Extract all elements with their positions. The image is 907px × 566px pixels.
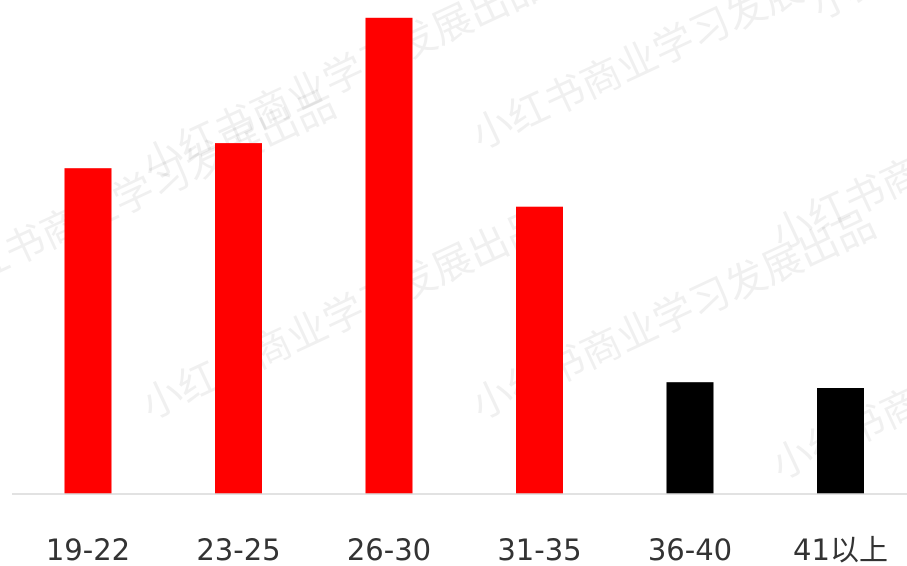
x-tick-label: 31-35	[497, 533, 581, 566]
x-tick-label: 19-22	[46, 533, 130, 566]
bar-31-35	[516, 206, 563, 494]
bar-23-25	[215, 143, 262, 494]
watermark-layer: 小红书商业学习发展出品小红书商业学习发展出品小红书商业学习发展出品小红书商业学习…	[0, 0, 907, 489]
x-tick-label: 36-40	[648, 533, 732, 566]
watermark-text: 小红书商业学习发展出品	[0, 81, 343, 309]
bar-26-30	[365, 17, 413, 495]
bars-group	[64, 17, 864, 495]
bar-19-22	[64, 168, 112, 494]
x-tick-labels: 19-22 23-25 26-30 31-35 36-40 41以上	[46, 533, 888, 566]
watermark-text: 小红书商业学习发展出品	[765, 31, 907, 259]
watermark-text: 小红书商业学习发展出品	[805, 0, 907, 29]
bar-36-40	[666, 382, 714, 494]
x-tick-label: 23-25	[196, 533, 280, 566]
watermark-text: 小红书商业学习发展出品	[465, 0, 883, 159]
bar-41以上	[817, 388, 864, 494]
x-tick-label: 41以上	[793, 533, 888, 566]
x-tick-label: 26-30	[347, 533, 431, 566]
